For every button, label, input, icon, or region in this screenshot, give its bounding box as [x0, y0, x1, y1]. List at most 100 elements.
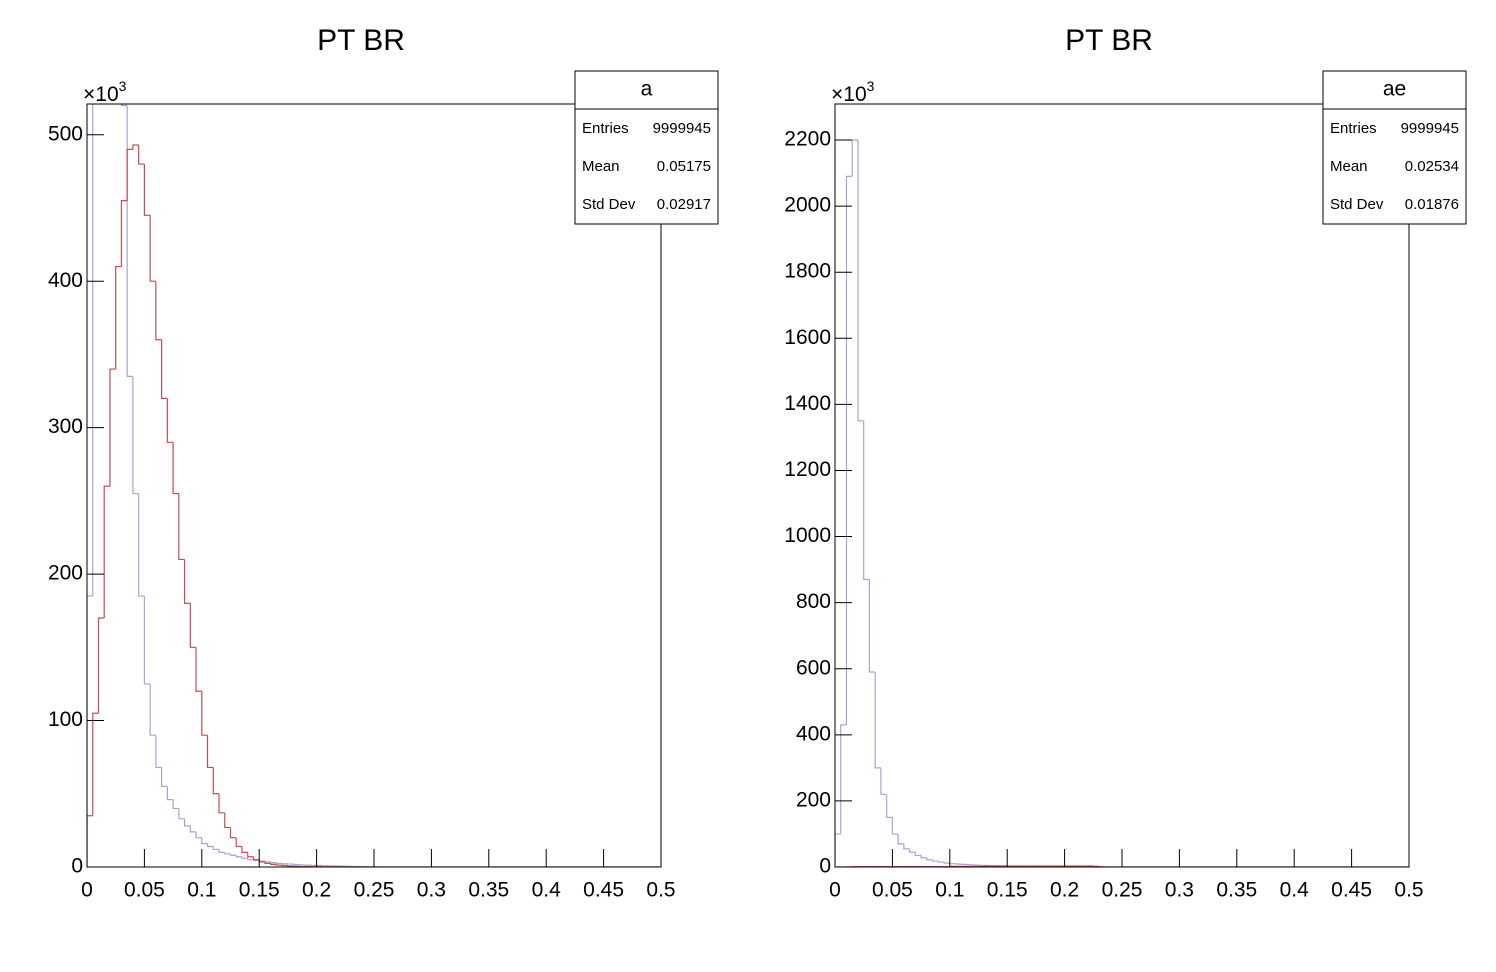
- x-tick-label: 0.1: [187, 879, 216, 902]
- stats-label: Std Dev: [582, 196, 636, 213]
- x-tick-label: 0.15: [987, 879, 1028, 902]
- plot-area: [835, 139, 1409, 867]
- histogram-bin: [845, 175, 853, 725]
- histogram-bin: [138, 493, 145, 597]
- histogram-bin: [92, 712, 99, 816]
- histogram-bin: [874, 672, 881, 769]
- histogram-bin: [166, 786, 174, 801]
- x-tick-label: 0.3: [417, 879, 446, 902]
- x-tick-label: 0.25: [1102, 879, 1143, 902]
- histogram-bin: [235, 855, 242, 858]
- histogram-bin: [115, 265, 122, 370]
- stats-value: 0.02534: [1405, 158, 1459, 175]
- x-tick-label: 0.45: [583, 879, 624, 902]
- histogram-bin: [235, 837, 242, 848]
- histogram-bin: [252, 856, 260, 861]
- y-tick-label: 1000: [784, 524, 831, 547]
- y-multiplier-base: ×10: [83, 83, 119, 106]
- histogram-bin: [229, 853, 237, 856]
- histogram-bin: [212, 846, 220, 851]
- y-tick-label: 1400: [784, 392, 831, 415]
- histogram-bin: [218, 849, 225, 853]
- stats-title: ae: [1383, 78, 1406, 101]
- histogram-bin: [891, 817, 899, 835]
- histogram-bin: [863, 420, 870, 581]
- stats-label: Mean: [1330, 158, 1368, 175]
- histogram-bin: [195, 831, 202, 839]
- histogram-series: [87, 104, 661, 867]
- stats-label: Mean: [582, 158, 620, 175]
- histogram-bin: [201, 837, 208, 845]
- histogram-bin: [903, 843, 910, 850]
- y-tick-label: 1200: [784, 458, 831, 481]
- histogram-bin: [143, 596, 151, 685]
- stats-label: Std Dev: [1330, 196, 1384, 213]
- x-tick-label: 0.2: [1050, 879, 1079, 902]
- histogram-bin: [880, 767, 887, 795]
- x-tick-label: 0.4: [532, 879, 562, 902]
- histogram-bin: [926, 857, 933, 861]
- histogram-bin: [949, 863, 956, 865]
- histogram-bin: [937, 861, 945, 863]
- y-tick-label: 500: [48, 122, 83, 145]
- histogram-bin: [155, 281, 162, 341]
- histogram-bin: [138, 145, 145, 165]
- histogram-bin: [195, 647, 202, 692]
- y-tick-label: 100: [48, 708, 83, 731]
- histogram-bin: [126, 148, 133, 201]
- histogram-bin: [109, 368, 116, 487]
- histogram-bin: [909, 848, 916, 853]
- stats-label: Entries: [1330, 120, 1377, 137]
- stats-frame: [1322, 70, 1467, 225]
- y-tick-label: 2000: [784, 194, 831, 217]
- histogram-bin: [920, 855, 927, 859]
- x-tick-label: 0.5: [646, 879, 675, 902]
- stats-box: ae Entries 9999945 Mean 0.02534 Std Dev 0.0187…: [1322, 70, 1467, 225]
- y-tick-label: 300: [48, 415, 83, 438]
- stats-title: a: [641, 78, 653, 101]
- histogram-series: [87, 144, 661, 867]
- histogram-bin: [126, 105, 133, 377]
- y-tick-label: 400: [796, 722, 831, 745]
- histogram-bin: [92, 104, 94, 597]
- x-tick-label: 0.2: [302, 879, 331, 902]
- histogram-bin: [120, 104, 128, 107]
- x-tick-label: 0.3: [1165, 879, 1194, 902]
- x-tick-label: 0.5: [1394, 879, 1423, 902]
- histogram-bin: [172, 442, 179, 495]
- x-tick-label: 0.4: [1280, 879, 1310, 902]
- stats-box: a Entries 9999945 Mean 0.05175 Std Dev 0.02917: [574, 70, 719, 225]
- x-tick-label: 0.35: [468, 879, 509, 902]
- y-tick-label: 200: [48, 562, 83, 585]
- histogram-bin: [224, 852, 231, 855]
- histogram-bin: [247, 852, 254, 858]
- histogram-bin: [241, 856, 248, 859]
- histogram-bin: [149, 215, 156, 282]
- x-tick-label: 0.1: [935, 879, 964, 902]
- histogram-bin: [132, 144, 139, 150]
- histogram-bin: [172, 799, 179, 810]
- x-tick-label: 0.25: [354, 879, 395, 902]
- x-tick-label: 0: [829, 879, 841, 902]
- y-tick-label: 1600: [784, 326, 831, 349]
- x-tick-label: 0.35: [1216, 879, 1257, 902]
- histogram-bin: [931, 859, 939, 862]
- histogram-bin: [206, 735, 214, 769]
- histogram-bin: [264, 861, 271, 863]
- stats-frame: [574, 70, 719, 225]
- histogram-bin: [840, 724, 847, 834]
- histogram-bin: [229, 827, 237, 839]
- histogram-bin: [161, 767, 168, 788]
- x-tick-label: 0: [81, 879, 93, 902]
- y-multiplier: ×103: [83, 78, 127, 106]
- x-tick-label: 0.45: [1331, 879, 1372, 902]
- histogram-bin: [132, 376, 139, 495]
- y-tick-label: 400: [48, 269, 83, 292]
- histogram-bin: [241, 846, 248, 853]
- histogram-bin: [886, 794, 893, 819]
- histogram-bin: [275, 864, 283, 866]
- histogram-bin: [143, 164, 151, 216]
- histogram-bin: [270, 863, 277, 865]
